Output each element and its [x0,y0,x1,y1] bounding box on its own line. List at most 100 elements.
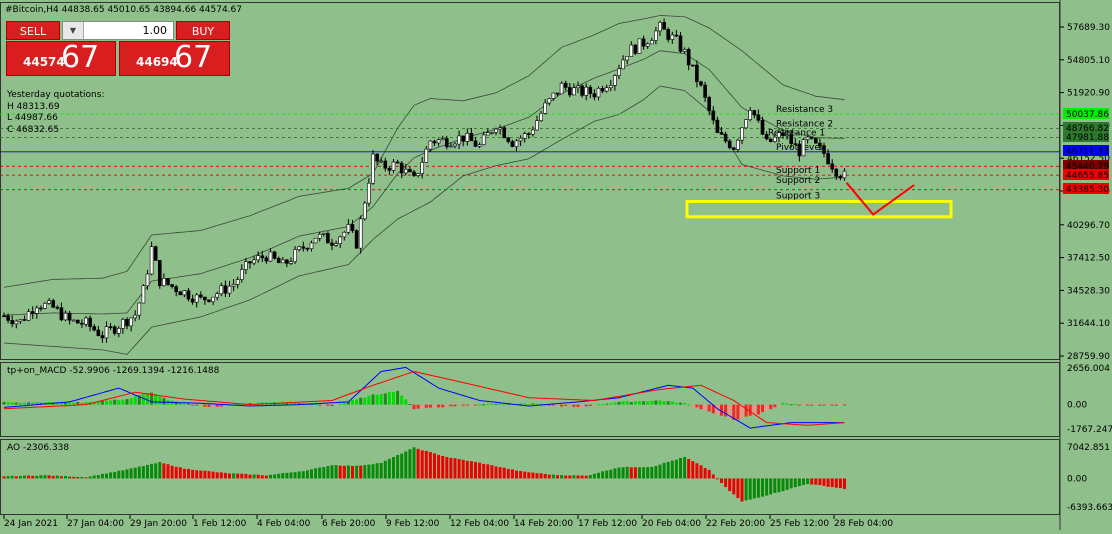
lot-size-input[interactable]: ▼ 1.00 [62,21,174,40]
bear-candle-body [383,160,388,169]
macd-histogram-bar [100,401,104,405]
candle [76,319,80,324]
macd-histogram-bar [338,403,342,405]
price-tick-label: 31644.10 [1067,319,1110,329]
candle [215,291,219,301]
bear-candle-body [818,142,822,146]
candle [453,142,457,149]
buy-button[interactable]: BUY [176,21,230,40]
ao-histogram-bar [519,471,523,479]
lot-value[interactable]: 1.00 [142,24,168,37]
bull-candle-body [629,44,634,57]
candle [600,85,605,94]
ao-histogram-bar [793,478,797,488]
time-tick-label: 29 Jan 20:00 [130,519,187,529]
bull-candle-body [682,49,687,52]
macd-histogram-bar [301,402,305,405]
candle [617,64,621,80]
macd-histogram-bar [843,404,846,406]
macd-histogram-bar [695,404,699,408]
macd-histogram-bar [674,402,678,405]
price-tick-label: 37412.50 [1067,254,1110,264]
macd-histogram-bar [523,403,527,405]
chevron-down-icon[interactable]: ▼ [63,22,84,39]
ao-histogram-bar [830,478,834,488]
time-axis: 24 Jan 2021 27 Jan 04:00 29 Jan 20:00 1 Feb… [3,515,893,529]
macd-histogram-bar [297,403,301,405]
ao-histogram-bar [752,478,756,499]
ao-histogram-bar [826,478,830,487]
ao-histogram-bar [658,464,662,479]
macd-histogram-bar [141,394,145,405]
bull-candle-body [490,132,494,134]
time-tick-label: 17 Feb 12:00 [578,519,637,529]
macd-title: tp+on_MACD -52.9906 -1269.1394 -1216.148… [7,366,220,376]
macd-histogram-bar [400,395,404,405]
macd-histogram-bar [597,404,600,406]
bear-candle-body [686,49,691,66]
candle [641,35,646,50]
bull-candle-body [617,68,621,76]
ao-histogram-bar [666,461,670,479]
macd-histogram-bar [646,401,650,405]
candle [822,142,826,158]
ao-histogram-bar [318,467,322,479]
ao-histogram-bar [428,452,432,479]
level-label-2: Resistance 1 [768,128,825,138]
macd-histogram-bar [691,404,695,407]
sell-button[interactable]: SELL [6,21,60,40]
macd-histogram-bar [769,404,773,410]
sell-price-box[interactable]: 44574 67 [6,40,116,76]
middle-band-line [3,50,845,316]
price-tick-label: 40296.70 [1067,221,1110,231]
ao-histogram-bar [822,478,826,486]
candle [596,86,601,101]
ao-histogram-bar [211,471,215,479]
candle [559,81,564,95]
yesterday-close: C 46832.65 [7,124,60,135]
bull-candle-body [71,319,76,322]
macd-histogram-bar [84,402,88,405]
ao-histogram-bar [461,459,465,479]
bull-candle-body [235,279,240,285]
bull-candle-body [149,246,154,275]
macd-histogram-bar [572,404,576,407]
candle [338,235,343,248]
ao-histogram-bar [551,474,555,479]
forecast-arrow[interactable] [845,182,915,216]
bull-candle-body [162,278,166,287]
ao-histogram-bar [51,475,55,479]
bear-candle-body [826,153,830,165]
macd-histogram-bar [838,404,842,406]
candle [539,110,543,122]
ao-histogram-bar [236,473,240,479]
candle [535,115,539,131]
macd-histogram-bar [654,400,658,405]
macd-histogram-bar [551,404,555,406]
macd-histogram-bar [367,395,371,405]
ao-histogram-bar [43,475,47,479]
macd-histogram-bar [39,402,43,405]
ao-histogram-bar [64,475,67,479]
candle [748,107,753,122]
macd-histogram-bar [539,403,543,405]
buy-price-box[interactable]: 44694 67 [119,40,230,76]
ao-histogram-bar [141,466,145,479]
bull-candle-body [342,231,347,238]
ao-histogram-bar [338,465,342,479]
target-zone-box[interactable] [685,199,953,219]
ao-histogram-bar [732,478,736,495]
ao-histogram-bar [228,473,231,479]
ao-histogram-bar [781,478,785,492]
ao-histogram-bar [109,472,113,479]
ao-histogram-bar [72,476,76,479]
bull-candle-body [498,127,502,130]
macd-histogram-bar [10,402,14,405]
yesterday-high: H 48313.69 [7,101,60,112]
ao-histogram-bar [322,467,326,479]
macd-histogram-bar [822,404,826,406]
candle [219,282,224,297]
bear-candle-body [260,255,265,259]
ao-histogram-bar [297,471,301,479]
